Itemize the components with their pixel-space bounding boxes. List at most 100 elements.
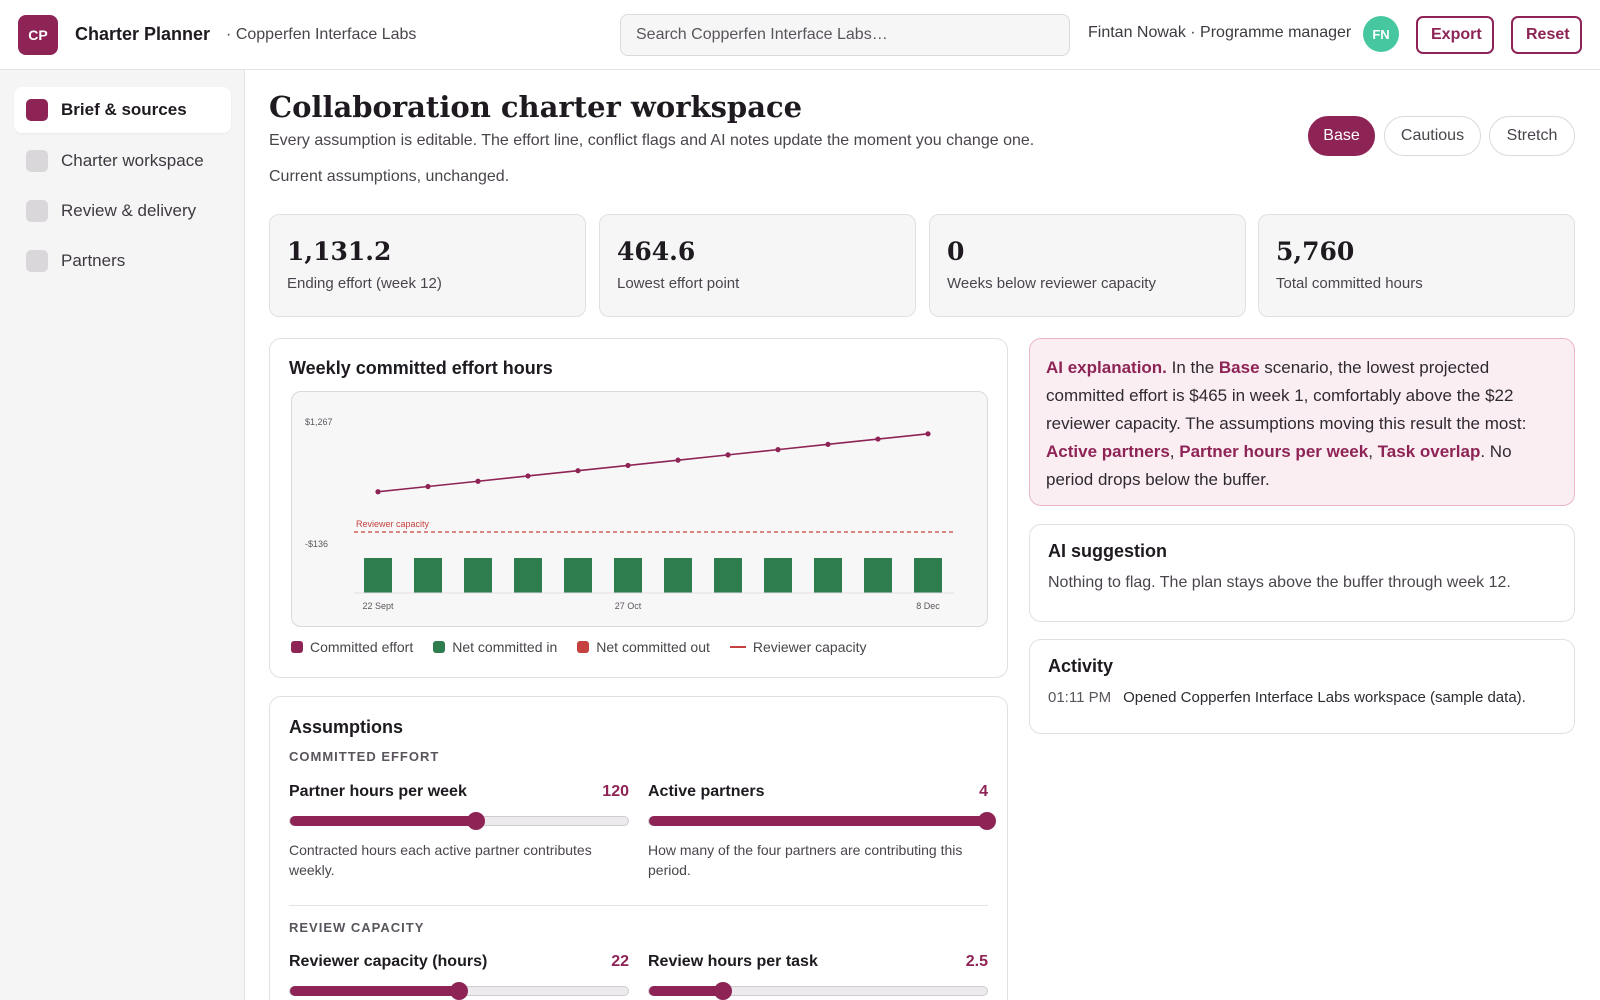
slider-label: Partner hours per week xyxy=(289,783,467,800)
activity-time: 01:11 PM xyxy=(1048,689,1112,706)
x-tick-label: 8 Dec xyxy=(916,601,940,611)
chart-title: Weekly committed effort hours xyxy=(289,358,553,378)
search-input[interactable] xyxy=(620,14,1070,56)
nav-square-icon xyxy=(26,150,48,172)
slider-thumb[interactable] xyxy=(450,982,468,1000)
slider-partner-hours: Partner hours per week 120 Contracted hou… xyxy=(289,783,629,880)
slider-label: Active partners xyxy=(648,783,765,800)
activity-card: Activity 01:11 PM Opened Copperfen Inter… xyxy=(1029,639,1575,734)
reset-button[interactable]: Reset xyxy=(1511,16,1582,54)
kpi-value: 5,760 xyxy=(1276,237,1355,266)
committed-effort-point xyxy=(375,489,381,495)
y-tick-label: $1,267 xyxy=(305,417,333,427)
nav-square-icon xyxy=(26,99,48,121)
committed-effort-point xyxy=(825,441,831,447)
bar-net-committed-in xyxy=(764,558,792,593)
kpi-value: 0 xyxy=(947,237,965,266)
scenario-stretch-button[interactable]: Stretch xyxy=(1489,116,1575,156)
legend-item: Reviewer capacity xyxy=(729,639,867,655)
bar-net-committed-in xyxy=(464,558,492,593)
bar-net-committed-in xyxy=(714,558,742,593)
slider-track[interactable] xyxy=(289,982,629,1000)
avatar[interactable]: FN xyxy=(1363,16,1399,52)
reviewer-capacity-label: Reviewer capacity xyxy=(356,519,430,529)
bar-net-committed-in xyxy=(664,558,692,593)
committed-effort-point xyxy=(525,473,531,479)
bar-net-committed-in xyxy=(814,558,842,593)
legend-swatch xyxy=(291,641,303,653)
sidebar-item-partners[interactable]: Partners xyxy=(14,238,231,284)
legend-item: Committed effort xyxy=(291,639,413,655)
sidebar-item-brief-sources[interactable]: Brief & sources xyxy=(14,87,231,133)
slider-reviewer-capacity: Reviewer capacity (hours) 22 xyxy=(289,953,629,1000)
bar-net-committed-in xyxy=(364,558,392,593)
scenario-cautious-button[interactable]: Cautious xyxy=(1384,116,1481,156)
section-divider xyxy=(289,905,988,906)
export-button[interactable]: Export xyxy=(1416,16,1494,54)
app-logo: CP xyxy=(18,14,58,55)
nav-square-icon xyxy=(26,250,48,272)
slider-track[interactable] xyxy=(648,812,996,830)
activity-text: Opened Copperfen Interface Labs workspac… xyxy=(1123,689,1526,706)
sidebar-item-label: Brief & sources xyxy=(61,100,187,119)
legend-label: Net committed out xyxy=(596,639,710,655)
sidebar: Brief & sources Charter workspace Review… xyxy=(0,70,245,1000)
legend-swatch xyxy=(577,641,590,653)
committed-effort-point xyxy=(675,457,681,463)
sidebar-item-review-delivery[interactable]: Review & delivery xyxy=(14,188,231,234)
x-tick-label: 22 Sept xyxy=(362,601,394,611)
chart-area: $1,267 -$136 Reviewer capacity 22 Sept 27 Oc… xyxy=(291,391,988,627)
committed-effort-point xyxy=(775,447,781,453)
kpi-ending-effort: 1,131.2 Ending effort (week 12) xyxy=(269,214,586,317)
kpi-total-hours: 5,760 Total committed hours xyxy=(1258,214,1575,317)
slider-fill xyxy=(290,986,459,996)
kpi-label: Total committed hours xyxy=(1276,275,1423,292)
effort-chart: $1,267 -$136 Reviewer capacity 22 Sept 27 Oc… xyxy=(305,417,954,611)
committed-effort-point xyxy=(475,478,481,484)
committed-effort-point xyxy=(425,483,431,490)
activity-item: 01:11 PM Opened Copperfen Interface Labs… xyxy=(1048,689,1556,706)
slider-fill xyxy=(649,986,724,996)
page-title: Collaboration charter workspace xyxy=(269,90,803,124)
slider-thumb[interactable] xyxy=(466,812,485,830)
user-name-role: Fintan Nowak · Programme manager xyxy=(1088,24,1352,41)
ai-explanation-card: AI explanation. In the Base scenario, th… xyxy=(1029,338,1575,506)
workspace-org-name: · Copperfen Interface Labs xyxy=(226,25,417,43)
ai-explanation-lead: AI explanation. xyxy=(1046,358,1167,377)
slider-value: 4 xyxy=(979,783,988,800)
top-header: CP Charter Planner · Copperfen Interface… xyxy=(0,0,1600,70)
slider-thumb[interactable] xyxy=(978,812,996,830)
group-label-review-capacity: REVIEW CAPACITY xyxy=(289,920,425,935)
app-title: Charter Planner xyxy=(75,24,211,44)
ai-text: , xyxy=(1368,442,1378,461)
kpi-label: Lowest effort point xyxy=(617,275,740,292)
group-label-committed-effort: COMMITTED EFFORT xyxy=(289,749,440,764)
assumption-status: Current assumptions, unchanged. xyxy=(269,168,510,185)
slider-fill xyxy=(649,816,987,826)
slider-thumb[interactable] xyxy=(714,982,733,1000)
slider-value: 120 xyxy=(602,783,629,800)
effort-chart-card: Weekly committed effort hours $1,267 -$13… xyxy=(269,338,1008,678)
sidebar-item-label: Review & delivery xyxy=(61,201,197,220)
committed-effort-point xyxy=(575,468,581,474)
slider-fill xyxy=(290,816,476,826)
ai-driver: Partner hours per week xyxy=(1179,442,1369,461)
slider-help: Contracted hours each active partner con… xyxy=(289,842,592,878)
slider-track[interactable] xyxy=(648,982,988,1000)
ai-suggestion-title: AI suggestion xyxy=(1048,541,1168,561)
legend-label: Reviewer capacity xyxy=(752,639,867,655)
assumptions-title: Assumptions xyxy=(289,717,404,737)
bar-net-committed-in xyxy=(864,558,892,593)
slider-track[interactable] xyxy=(289,812,629,830)
scenario-base-button[interactable]: Base xyxy=(1308,116,1375,156)
kpi-label: Weeks below reviewer capacity xyxy=(947,275,1156,292)
sidebar-item-charter-workspace[interactable]: Charter workspace xyxy=(14,138,231,184)
nav-square-icon xyxy=(26,200,48,222)
kpi-lowest-effort: 464.6 Lowest effort point xyxy=(599,214,916,317)
committed-effort-point xyxy=(725,452,731,458)
ai-scenario-name: Base xyxy=(1218,358,1260,377)
legend-label: Net committed in xyxy=(452,639,558,655)
kpi-value: 464.6 xyxy=(617,237,696,266)
slider-active-partners: Active partners 4 How many of the four pa… xyxy=(648,783,996,880)
ai-text: scenario, the lowest projected committed… xyxy=(1046,358,1527,433)
